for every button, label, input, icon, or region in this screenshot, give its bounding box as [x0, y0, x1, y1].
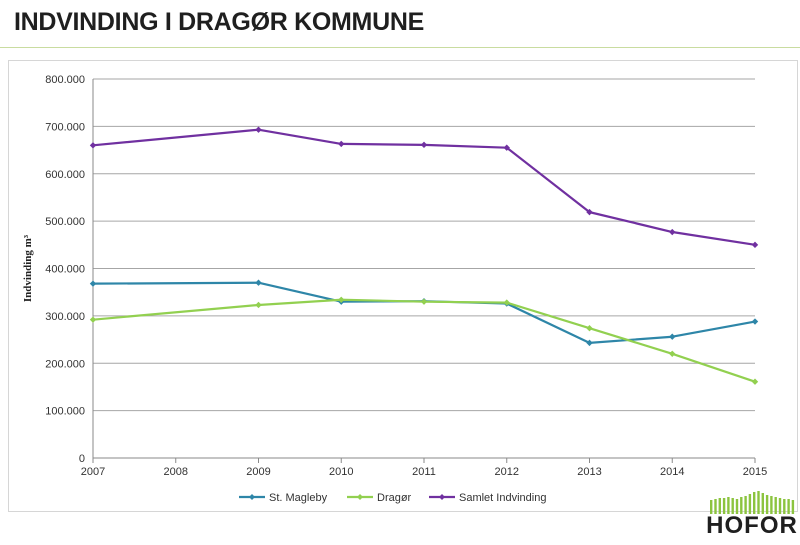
y-tick-label: 800.000 [45, 74, 85, 86]
logo-bar [714, 499, 717, 514]
x-tick-label: 2011 [412, 466, 436, 478]
x-tick-label: 2013 [577, 466, 601, 478]
y-tick-label: 100.000 [45, 406, 85, 418]
data-point [669, 333, 676, 340]
data-point [503, 144, 510, 151]
series-line [92, 128, 756, 246]
logo-bar [735, 499, 739, 514]
data-point [503, 299, 510, 306]
y-tick-label: 0 [79, 453, 85, 465]
logo-bar [748, 494, 752, 514]
data-point [89, 316, 97, 323]
legend-marker [249, 494, 255, 500]
logo-bar [783, 499, 786, 514]
y-tick-label: 200.000 [45, 358, 85, 370]
data-point [586, 339, 593, 347]
data-point [751, 241, 759, 249]
title-divider [0, 47, 800, 48]
logo-bar [787, 499, 790, 514]
x-tick-label: 2014 [660, 466, 684, 478]
legend-marker [439, 494, 445, 500]
legend-label: Samlet Indvinding [459, 492, 546, 504]
logo-bars-icon [710, 491, 795, 514]
logo-bar [710, 500, 713, 514]
data-point [586, 324, 593, 332]
x-tick-label: 2007 [81, 466, 105, 478]
logo-bar [731, 498, 734, 514]
logo-bar [727, 497, 730, 514]
x-tick-label: 2015 [743, 466, 767, 478]
series-line [92, 281, 756, 344]
data-point [255, 279, 262, 286]
data-point [338, 140, 345, 148]
slide-title: INDVINDING I DRAGØR KOMMUNE [14, 8, 424, 36]
data-point [255, 301, 262, 309]
legend-label: Dragør [377, 492, 412, 504]
hofor-logo: HOFOR [706, 486, 798, 542]
data-point [420, 141, 428, 149]
legend-marker [357, 494, 363, 500]
data-point [420, 298, 428, 305]
data-point [669, 350, 676, 357]
logo-bar [761, 493, 764, 514]
y-tick-label: 400.000 [45, 264, 85, 276]
logo-bar [757, 491, 760, 514]
data-point [89, 280, 97, 287]
y-tick-label: 300.000 [45, 311, 85, 323]
y-tick-label: 700.000 [45, 121, 85, 133]
logo-bar [765, 495, 769, 514]
logo-bar [770, 496, 773, 514]
data-point [338, 296, 345, 303]
series-line [92, 298, 756, 383]
logo-bar [740, 497, 743, 514]
data-point [751, 378, 759, 385]
legend-label: St. Magleby [269, 492, 328, 504]
logo-bar [791, 500, 795, 514]
logo-bar [718, 498, 721, 514]
y-tick-label: 600.000 [45, 169, 85, 181]
logo-bar [778, 498, 782, 514]
chart-frame: 0 100.000 200.000 300.000 400.000 500.000 600.… [8, 60, 798, 512]
logo-bar [753, 492, 756, 514]
x-tick-label: 2009 [246, 466, 270, 478]
logo-text: HOFOR [706, 512, 798, 539]
data-point [255, 126, 262, 133]
line-chart: 0 100.000 200.000 300.000 400.000 500.000 600.… [22, 74, 767, 504]
logo-bar [774, 497, 777, 514]
logo-bar [744, 496, 747, 514]
x-tick-label: 2012 [495, 466, 519, 478]
y-axis-title: Indvinding m³ [22, 234, 34, 302]
x-tick-label: 2008 [164, 466, 188, 478]
x-tick-label: 2010 [329, 466, 353, 478]
data-point [586, 208, 593, 216]
logo-bar [722, 498, 726, 514]
y-tick-label: 500.000 [45, 216, 85, 228]
data-point [89, 142, 97, 149]
data-point [751, 318, 759, 325]
data-point [669, 228, 676, 236]
